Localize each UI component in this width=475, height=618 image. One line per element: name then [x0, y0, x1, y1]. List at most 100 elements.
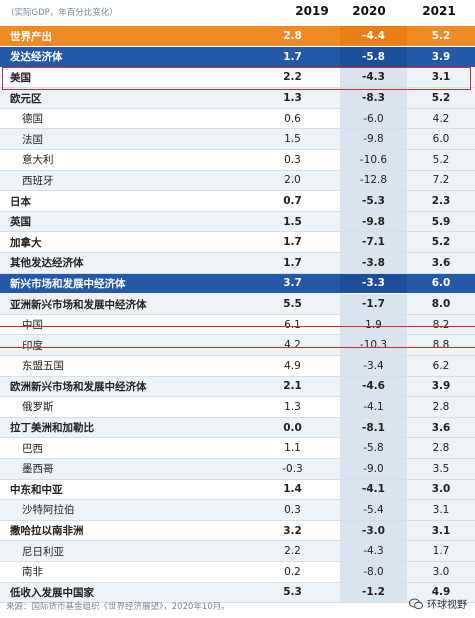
value-2019: 0.6: [245, 108, 340, 130]
row-label: 墨西哥: [0, 458, 245, 480]
value-2020: -5.3: [340, 190, 407, 212]
row-label: 发达经济体: [0, 46, 245, 68]
value-2020: -3.8: [340, 252, 407, 274]
value-2019: 2.8: [245, 26, 340, 48]
value-2021: 4.9: [407, 582, 475, 604]
value-2019: -0.3: [245, 458, 340, 480]
value-2020: -5.8: [340, 46, 407, 68]
value-2019: 0.3: [245, 149, 340, 171]
value-2021: 2.3: [407, 190, 475, 212]
value-2020: -9.8: [340, 128, 407, 151]
value-2021: 3.1: [407, 67, 475, 89]
value-2021: 3.1: [407, 499, 475, 521]
table-row: 南非 0.2 -8.0 3.0: [0, 561, 475, 583]
row-label: 印度: [0, 334, 245, 356]
value-2021: 4.2: [407, 108, 475, 130]
value-2020: -3.3: [340, 273, 407, 295]
table-row: 英国 1.5 -9.8 5.9: [0, 211, 475, 233]
value-2020: -7.1: [340, 231, 407, 254]
table-row: 墨西哥 -0.3 -9.0 3.5: [0, 458, 475, 480]
row-label: 巴西: [0, 437, 245, 459]
row-label: 西班牙: [0, 170, 245, 192]
value-2019: 2.0: [245, 170, 340, 192]
row-label: 撒哈拉以南非洲: [0, 520, 245, 542]
value-2019: 5.5: [245, 293, 340, 315]
wechat-icon: [409, 598, 423, 609]
value-2020: -1.2: [340, 582, 407, 604]
table-row: 其他发达经济体 1.7 -3.8 3.6: [0, 252, 475, 274]
value-2019: 1.1: [245, 437, 340, 459]
year-2019-header: 2019: [295, 4, 329, 18]
table-row: 发达经济体 1.7 -5.8 3.9: [0, 46, 475, 68]
value-2020: -9.8: [340, 211, 407, 233]
value-2019: 2.2: [245, 67, 340, 89]
value-2020: -4.1: [340, 479, 407, 501]
table-row: 西班牙 2.0 -12.8 7.2: [0, 170, 475, 192]
row-label: 德国: [0, 108, 245, 130]
value-2019: 1.3: [245, 396, 340, 418]
brand-watermark: 环球视野: [409, 596, 467, 611]
row-label: 世界产出: [0, 26, 245, 48]
row-label: 俄罗斯: [0, 396, 245, 418]
value-2021: 3.1: [407, 520, 475, 542]
value-2020: -4.3: [340, 67, 407, 89]
row-label: 法国: [0, 128, 245, 151]
value-2021: 1.7: [407, 540, 475, 562]
unit-note: （实际GDP，年百分比变化）: [6, 8, 118, 18]
table-row: 美国 2.2 -4.3 3.1: [0, 67, 475, 89]
value-2021: 6.0: [407, 128, 475, 151]
value-2019: 0.7: [245, 190, 340, 212]
value-2021: 3.9: [407, 46, 475, 68]
value-2019: 0.3: [245, 499, 340, 521]
row-label: 意大利: [0, 149, 245, 171]
value-2019: 6.1: [245, 314, 340, 336]
row-label: 美国: [0, 67, 245, 89]
table-row: 新兴市场和发展中经济体 3.7 -3.3 6.0: [0, 273, 475, 295]
table-row: 中国 6.1 1.9 8.2: [0, 314, 475, 336]
value-2020: -4.1: [340, 396, 407, 418]
row-label: 加拿大: [0, 231, 245, 254]
row-label: 亚洲新兴市场和发展中经济体: [0, 293, 245, 315]
row-label: 欧元区: [0, 87, 245, 109]
value-2020: -10.6: [340, 149, 407, 171]
table-row: 中东和中亚 1.4 -4.1 3.0: [0, 479, 475, 501]
value-2019: 1.7: [245, 46, 340, 68]
table-row: 东盟五国 4.9 -3.4 6.2: [0, 355, 475, 377]
value-2020: -4.6: [340, 376, 407, 398]
table-row: 尼日利亚 2.2 -4.3 1.7: [0, 540, 475, 562]
value-2021: 5.2: [407, 87, 475, 109]
row-label: 沙特阿拉伯: [0, 499, 245, 521]
value-2020: -3.0: [340, 520, 407, 542]
value-2019: 1.3: [245, 87, 340, 109]
value-2021: 3.6: [407, 252, 475, 274]
value-2020: -4.3: [340, 540, 407, 562]
row-label: 中国: [0, 314, 245, 336]
value-2021: 2.8: [407, 437, 475, 459]
value-2020: -8.0: [340, 561, 407, 583]
year-2020-header: 2020: [352, 4, 386, 18]
value-2021: 6.2: [407, 355, 475, 377]
row-label: 中东和中亚: [0, 479, 245, 501]
value-2019: 1.5: [245, 211, 340, 233]
table-row: 意大利 0.3 -10.6 5.2: [0, 149, 475, 171]
value-2021: 6.0: [407, 273, 475, 295]
value-2021: 3.0: [407, 561, 475, 583]
value-2021: 2.8: [407, 396, 475, 418]
value-2019: 5.3: [245, 582, 340, 604]
value-2019: 3.7: [245, 273, 340, 295]
value-2019: 4.2: [245, 334, 340, 356]
row-label: 其他发达经济体: [0, 252, 245, 274]
row-label: 南非: [0, 561, 245, 583]
value-2019: 3.2: [245, 520, 340, 542]
value-2020: -3.4: [340, 355, 407, 377]
gdp-table: 世界产出 2.8 -4.4 5.2 发达经济体 1.7 -5.8 3.9 美国 2.2 -4.3 3.…: [0, 26, 475, 604]
row-label: 尼日利亚: [0, 540, 245, 562]
table-row: 拉丁美洲和加勒比 0.0 -8.1 3.6: [0, 417, 475, 439]
row-label: 东盟五国: [0, 355, 245, 377]
row-label: 拉丁美洲和加勒比: [0, 417, 245, 439]
row-label: 英国: [0, 211, 245, 233]
value-2020: -8.1: [340, 417, 407, 439]
table-row: 欧元区 1.3 -8.3 5.2: [0, 87, 475, 109]
table-row: 加拿大 1.7 -7.1 5.2: [0, 231, 475, 254]
value-2021: 8.8: [407, 334, 475, 356]
